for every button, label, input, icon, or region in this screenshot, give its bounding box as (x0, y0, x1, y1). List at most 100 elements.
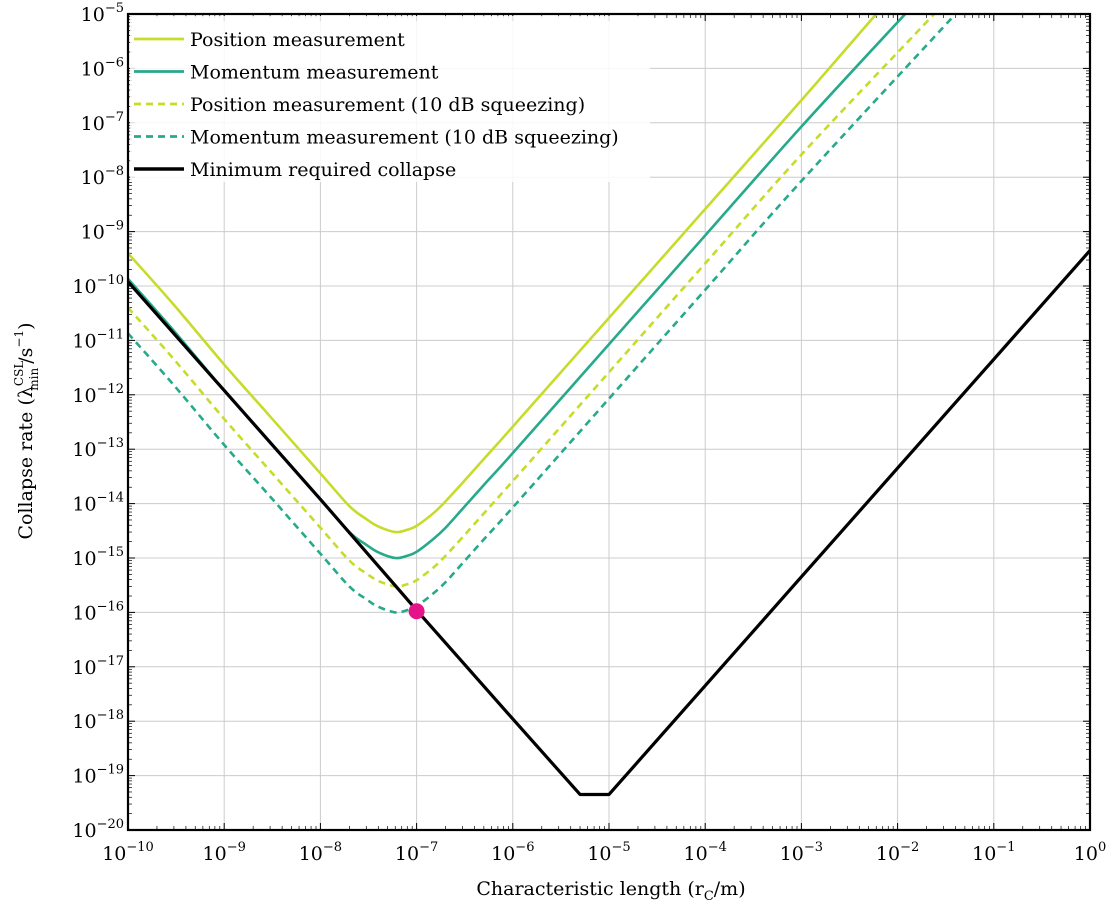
y-tick-label: 10−5 (81, 1, 124, 26)
x-tick-label-base: 10 (587, 843, 611, 865)
y-tick-label-exp: −18 (97, 708, 124, 723)
x-tick-label-exp: −8 (323, 840, 342, 855)
x-axis-label-tail: /m) (714, 878, 746, 900)
y-axis-label-main: Collapse rate (λ (15, 386, 37, 539)
y-tick-label-base: 10 (81, 113, 105, 135)
y-tick-label-exp: −19 (97, 763, 124, 778)
y-tick-label-base: 10 (72, 766, 96, 788)
legend-background (130, 16, 650, 182)
x-tick-label: 10−9 (203, 840, 246, 865)
y-tick-label: 10−11 (72, 327, 124, 352)
x-tick-label-base: 10 (972, 843, 996, 865)
x-tick-label-exp: −1 (996, 840, 1015, 855)
series-line-0 (128, 14, 878, 534)
y-tick-label-base: 10 (72, 548, 96, 570)
y-tick-label-base: 10 (81, 167, 105, 189)
y-tick-label-base: 10 (81, 58, 105, 80)
y-tick-label-base: 10 (72, 276, 96, 298)
x-tick-label: 10−4 (684, 840, 727, 865)
y-tick-label-base: 10 (72, 494, 96, 516)
y-tick-label-exp: −7 (105, 110, 124, 125)
y-tick-label-base: 10 (72, 657, 96, 679)
x-tick-label-exp: −5 (612, 840, 631, 855)
y-tick-label-exp: −13 (97, 436, 124, 451)
x-tick-label-exp: −9 (227, 840, 246, 855)
y-tick-label: 10−17 (72, 654, 124, 679)
x-tick-label-base: 10 (203, 843, 227, 865)
y-axis-label: Collapse rate (λCSLmin/s−1) (12, 322, 41, 539)
x-tick-label: 10−2 (876, 840, 919, 865)
x-tick-label-base: 10 (1074, 843, 1098, 865)
x-tick-label-exp: 0 (1098, 840, 1106, 855)
plot-frame (126, 12, 1092, 832)
x-tick-label: 10−5 (587, 840, 630, 865)
y-tick-label-exp: −8 (105, 164, 124, 179)
y-tick-label-exp: −15 (97, 545, 124, 560)
x-tick-label-base: 10 (299, 843, 323, 865)
x-tick-label: 10−7 (395, 840, 438, 865)
x-tick-label: 10−10 (102, 840, 154, 865)
x-axis-label-sub: C (704, 889, 714, 904)
x-tick-label-base: 10 (780, 843, 804, 865)
y-tick-label-base: 10 (81, 222, 105, 244)
highlight-point (408, 603, 425, 620)
x-tick-label-exp: −3 (804, 840, 823, 855)
y-axis-label-close: ) (15, 322, 37, 329)
x-tick-label-base: 10 (876, 843, 900, 865)
x-tick-label: 10−3 (780, 840, 823, 865)
legend-label-4: Minimum required collapse (190, 159, 456, 181)
y-tick-label: 10−10 (72, 273, 124, 298)
y-tick-label: 10−8 (81, 164, 124, 189)
legend-label-1: Momentum measurement (190, 62, 439, 84)
y-tick-label: 10−6 (81, 55, 124, 80)
x-axis-label: Characteristic length (rC/m) (476, 878, 745, 904)
y-tick-label-exp: −11 (97, 327, 124, 342)
y-tick-label-exp: −5 (105, 1, 124, 16)
y-tick-label-base: 10 (72, 385, 96, 407)
y-tick-label-exp: −12 (97, 382, 124, 397)
x-tick-label-exp: −10 (126, 840, 153, 855)
x-tick-label-base: 10 (102, 843, 126, 865)
series-line-4 (128, 249, 1090, 797)
y-tick-labels: 10−510−610−710−810−910−1010−1110−1210−13… (72, 1, 124, 842)
series-line-2 (128, 14, 936, 588)
y-tick-label: 10−13 (72, 436, 124, 461)
x-tick-labels: 10−10 10−9 10−8 10−7 10−6 10−5 10−4 10−3 10−2 10−… (102, 840, 1106, 865)
x-tick-label: 10−8 (299, 840, 342, 865)
y-tick-label-exp: −14 (97, 491, 124, 506)
legend-label-3: Momentum measurement (10 dB squeezing) (190, 127, 619, 149)
x-tick-label-base: 10 (395, 843, 419, 865)
y-axis-label-sub: min (27, 367, 41, 390)
y-tick-label: 10−14 (72, 491, 124, 516)
y-tick-label: 10−19 (72, 763, 124, 788)
x-tick-label-exp: −6 (515, 840, 534, 855)
x-tick-label-base: 10 (684, 843, 708, 865)
y-tick-label-base: 10 (72, 602, 96, 624)
y-tick-label-exp: −10 (97, 273, 124, 288)
x-tick-label: 10−6 (491, 840, 534, 865)
y-tick-label: 10−15 (72, 545, 124, 570)
x-tick-label-base: 10 (491, 843, 515, 865)
y-tick-label: 10−12 (72, 382, 124, 407)
legend-label-2: Position measurement (10 dB squeezing) (190, 94, 585, 116)
legend-label-0: Position measurement (190, 29, 405, 51)
y-axis-label-sup: CSL (12, 361, 26, 386)
y-tick-label: 10−20 (72, 817, 124, 842)
y-axis-label-tail-sup: −1 (12, 330, 26, 348)
y-tick-label: 10−16 (72, 599, 124, 624)
y-tick-label-exp: −17 (97, 654, 124, 669)
x-axis-label-main: Characteristic length (r (476, 878, 704, 900)
y-tick-label-exp: −20 (97, 817, 124, 832)
x-tick-label-exp: −4 (708, 840, 727, 855)
y-tick-label-exp: −9 (105, 219, 124, 234)
y-tick-label: 10−9 (81, 219, 124, 244)
x-tick-label: 100 (1074, 840, 1106, 865)
series-line-3 (128, 14, 957, 614)
marker-layer (408, 603, 425, 620)
y-tick-label-base: 10 (72, 330, 96, 352)
y-tick-label-base: 10 (72, 711, 96, 733)
y-tick-label-base: 10 (72, 439, 96, 461)
x-tick-label-exp: −7 (419, 840, 438, 855)
y-tick-label: 10−7 (81, 110, 124, 135)
